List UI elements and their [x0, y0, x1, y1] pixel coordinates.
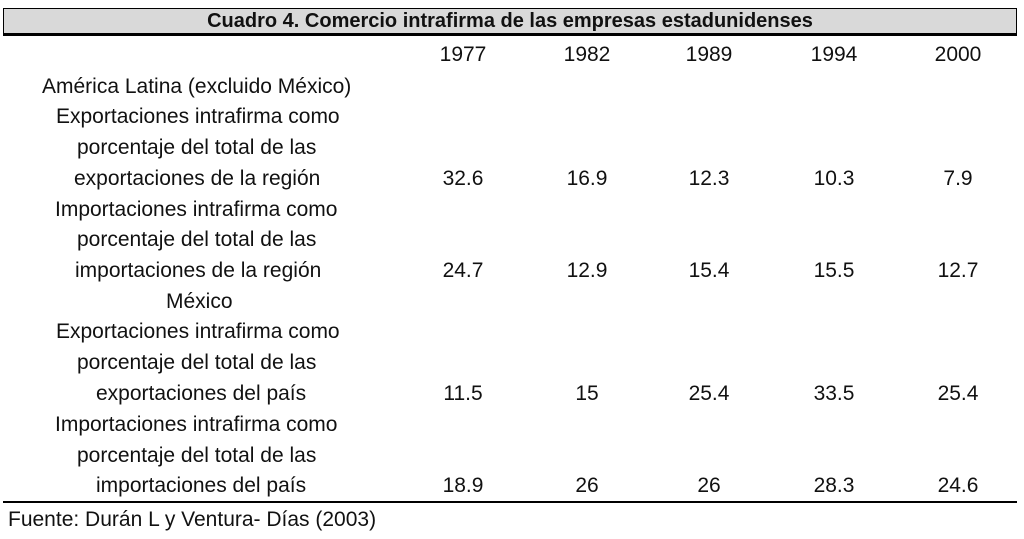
row-label-line: porcentaje del total de las	[77, 228, 317, 251]
row-label-line: porcentaje del total de las	[77, 444, 317, 467]
row-label-line: porcentaje del total de las	[77, 136, 317, 159]
table-cell: 12.9	[566, 259, 608, 282]
row-label-line: porcentaje del total de las	[77, 351, 317, 374]
source-note: Fuente: Durán L y Ventura- Días (2003)	[8, 508, 377, 531]
table-cell: 33.5	[813, 382, 855, 405]
table-cell: 15	[575, 382, 599, 405]
column-header-2000: 2000	[934, 43, 982, 66]
table-cell: 25.4	[688, 382, 730, 405]
table-cell: 24.6	[937, 474, 979, 497]
table-cell: 25.4	[937, 382, 979, 405]
table-cell: 15.4	[688, 259, 730, 282]
column-header-1977: 1977	[439, 43, 487, 66]
table-cell: 15.5	[813, 259, 855, 282]
row-label-line: Exportaciones intrafirma como	[56, 320, 340, 343]
row-label-line: importaciones del país	[96, 474, 307, 497]
table-cell: 11.5	[443, 382, 483, 405]
table-cell: 12.7	[937, 259, 979, 282]
section-heading-mexico: México	[166, 290, 233, 313]
table-cell: 28.3	[813, 474, 855, 497]
column-header-1989: 1989	[685, 43, 733, 66]
table-cell: 26	[697, 474, 721, 497]
row-label-line: Importaciones intrafirma como	[55, 413, 338, 436]
column-header-1982: 1982	[563, 43, 611, 66]
table-cell: 12.3	[688, 167, 730, 190]
row-label-line: Exportaciones intrafirma como	[56, 105, 340, 128]
table-cell: 24.7	[442, 259, 484, 282]
table-cell: 10.3	[813, 167, 855, 190]
table-cell: 16.9	[566, 167, 608, 190]
row-label-line: Importaciones intrafirma como	[55, 198, 338, 221]
row-label-line: importaciones de la región	[75, 259, 322, 282]
table-title: Cuadro 4. Comercio intrafirma de las emp…	[3, 8, 1017, 36]
table-cell: 18.9	[442, 474, 484, 497]
row-label-line: exportaciones del país	[96, 382, 307, 405]
section-heading-america-latina: América Latina (excluido México)	[42, 75, 352, 98]
table-bottom-rule	[3, 501, 1017, 503]
column-header-1994: 1994	[810, 43, 858, 66]
table-cell: 32.6	[442, 167, 484, 190]
row-label-line: exportaciones de la región	[74, 167, 321, 190]
table-cell: 26	[575, 474, 599, 497]
table-cell: 7.9	[943, 167, 973, 190]
